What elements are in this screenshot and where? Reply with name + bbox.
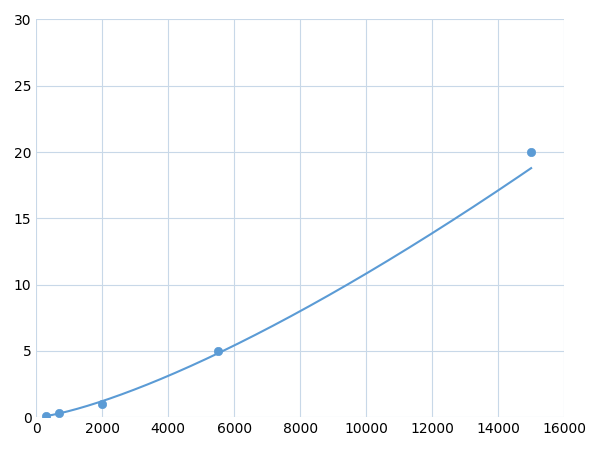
Point (213, 347, 223, 355)
Point (526, 148, 536, 156)
Point (55, 410, 64, 417)
Point (41, 412, 51, 419)
Point (98, 400, 107, 408)
